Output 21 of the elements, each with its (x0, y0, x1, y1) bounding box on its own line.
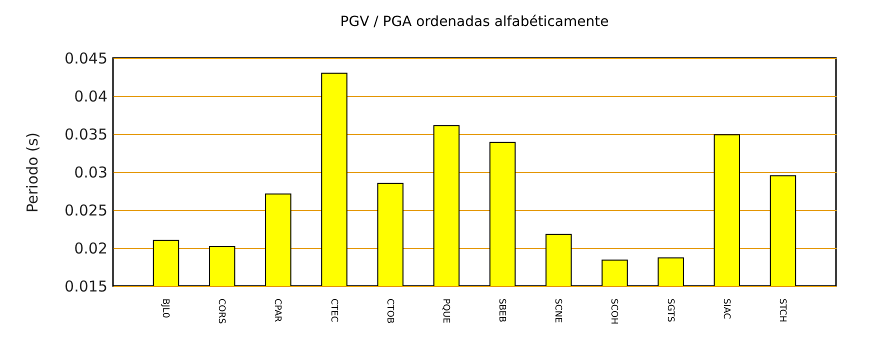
x-tick-label: PQUE (440, 298, 450, 324)
y-axis-title: Periodo (s) (24, 132, 42, 213)
x-tick-label: SCNE (552, 298, 563, 324)
x-tick-label: CTEC (328, 298, 338, 322)
y-tick-label: 0.035 (64, 126, 108, 144)
x-tick-label: SIAC (720, 298, 731, 320)
chart-title: PGV / PGA ordenadas alfabéticamente (340, 14, 609, 30)
y-tick-label: 0.03 (74, 164, 108, 182)
x-tick-label: CTOB (384, 298, 394, 324)
x-tick-label: CORS (216, 298, 226, 324)
x-tick-label: STCH (776, 298, 787, 322)
x-tick-label: SCOH (608, 298, 619, 324)
x-tick-label: BJL0 (160, 298, 170, 318)
y-tick-label: 0.02 (74, 240, 108, 258)
y-tick-label: 0.015 (64, 278, 108, 296)
y-tick-label: 0.025 (64, 202, 108, 220)
y-tick-label: 0.045 (64, 50, 108, 68)
y-tick-label: 0.04 (74, 88, 108, 106)
x-tick-label: SBEB (496, 298, 507, 322)
x-tick-label: CPAR (272, 298, 282, 322)
x-tick-label: SGTS (664, 298, 675, 322)
